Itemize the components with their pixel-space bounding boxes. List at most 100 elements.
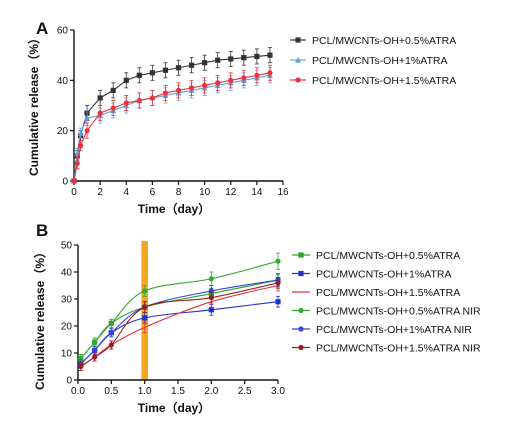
x-tick-label: 10	[199, 187, 211, 198]
x-tick-label: 1.0	[138, 386, 152, 397]
panel-b-label: B	[36, 221, 48, 240]
panel-a-ylabel: Cumulative release（%）	[26, 32, 41, 176]
data-point	[188, 62, 195, 68]
legend-marker	[295, 77, 301, 83]
data-point	[175, 87, 182, 93]
y-tick-label: 0	[62, 177, 68, 188]
y-tick-label: 0	[66, 376, 72, 387]
data-point	[254, 53, 260, 60]
data-point	[110, 105, 116, 111]
data-point	[149, 95, 155, 101]
data-point	[110, 87, 116, 93]
data-point	[267, 70, 273, 76]
y-tick-label: 40	[57, 76, 69, 87]
legend-label: PCL/MWCNTs-OH+0.5%ATRA	[316, 250, 460, 262]
data-point	[123, 77, 129, 83]
data-point	[254, 72, 260, 78]
data-point	[97, 95, 103, 101]
data-point	[208, 295, 214, 301]
series-line	[73, 72, 271, 182]
data-point	[92, 347, 98, 353]
data-point	[208, 276, 214, 282]
data-point	[202, 60, 208, 66]
data-point	[275, 258, 281, 264]
data-point	[84, 114, 91, 121]
data-point	[108, 320, 114, 326]
data-point	[188, 85, 195, 91]
x-tick-label: 2.5	[238, 386, 252, 397]
x-tick-label: 0	[71, 187, 77, 198]
x-tick-label: 16	[277, 187, 289, 198]
data-point	[142, 304, 148, 310]
legend-marker	[298, 326, 304, 332]
x-tick-label: 3.0	[271, 386, 285, 397]
x-tick-label: 8	[176, 187, 182, 198]
panel-a-xlabel: Time（day）	[138, 201, 210, 216]
y-tick-label: 20	[61, 322, 73, 333]
data-point	[208, 307, 214, 313]
panel-a-chart: 0 2 4 6 8 10 12 14 16 0 20 40 60 PCL/MWCNTs-OH+0.5%AT…	[57, 26, 456, 199]
data-point	[275, 299, 281, 305]
data-point	[175, 65, 182, 71]
legend-label: PCL/MWCNTs-OH+1%ATRA NIR	[316, 324, 472, 336]
y-tick-label: 20	[57, 126, 69, 137]
legend-label: PCL/MWCNTs-OH+1.5%ATRA	[316, 287, 460, 299]
data-point	[215, 80, 221, 86]
panel-b-xlabel: Time（day）	[138, 400, 210, 415]
data-point	[92, 354, 98, 360]
y-tick-label: 40	[61, 268, 73, 279]
data-point	[92, 339, 98, 345]
data-point	[215, 57, 221, 63]
x-tick-label: 4	[123, 187, 129, 198]
y-tick-label: 10	[61, 349, 73, 360]
data-point	[267, 52, 273, 58]
data-point	[202, 82, 208, 88]
x-tick-label: 12	[225, 187, 237, 198]
data-point	[228, 77, 234, 83]
legend-marker	[295, 37, 301, 43]
data-point	[149, 70, 155, 76]
data-point	[108, 342, 114, 348]
data-point	[77, 129, 84, 136]
legend-label: PCL/MWCNTs-OH+1.5%ATRA NIR	[316, 343, 481, 355]
legend-label: PCL/MWCNTs-OH+0.5%ATRA NIR	[316, 306, 481, 318]
data-point	[74, 160, 80, 166]
panel-b-chart: 0.0 0.5 1.0 1.5 2.0 2.5 3.0 0 10 20 30 40 50 PCL/MWCN…	[61, 241, 481, 398]
data-point	[77, 143, 84, 149]
legend-label: PCL/MWCNTs-OH+0.5%ATRA	[312, 35, 456, 47]
data-point	[71, 178, 77, 184]
data-point	[275, 280, 281, 286]
legend-marker	[295, 56, 301, 63]
legend-marker	[298, 307, 304, 314]
x-tick-label: 1.5	[171, 386, 185, 397]
series-line	[73, 54, 270, 182]
data-point	[142, 288, 148, 294]
legend-marker	[298, 270, 304, 277]
data-point	[142, 315, 148, 321]
x-tick-label: 6	[150, 187, 156, 198]
panel-b-ylabel: Cumulative release（%）	[32, 246, 47, 390]
x-tick-label: 14	[251, 187, 263, 198]
x-tick-label: 2	[97, 187, 103, 198]
legend-label: PCL/MWCNTs-OH+1%ATRA	[312, 55, 447, 67]
data-point	[162, 90, 169, 96]
data-point	[162, 67, 169, 73]
panel-a-label: A	[36, 19, 48, 38]
data-point	[136, 72, 142, 78]
data-point	[241, 55, 247, 61]
data-point	[78, 363, 84, 370]
legend-label: PCL/MWCNTs-OH+1%ATRA	[316, 269, 451, 281]
y-tick-label: 60	[57, 26, 69, 37]
y-tick-label: 50	[61, 241, 73, 252]
data-point	[123, 100, 129, 106]
legend-label: PCL/MWCNTs-OH+1.5%ATRA	[312, 75, 456, 87]
data-point	[108, 330, 114, 336]
x-tick-label: 0.0	[71, 386, 85, 397]
data-point	[97, 110, 103, 116]
data-point	[228, 56, 234, 62]
legend-marker	[298, 252, 304, 258]
legend-marker	[298, 344, 304, 351]
y-tick-label: 30	[61, 295, 73, 306]
data-point	[241, 75, 247, 81]
